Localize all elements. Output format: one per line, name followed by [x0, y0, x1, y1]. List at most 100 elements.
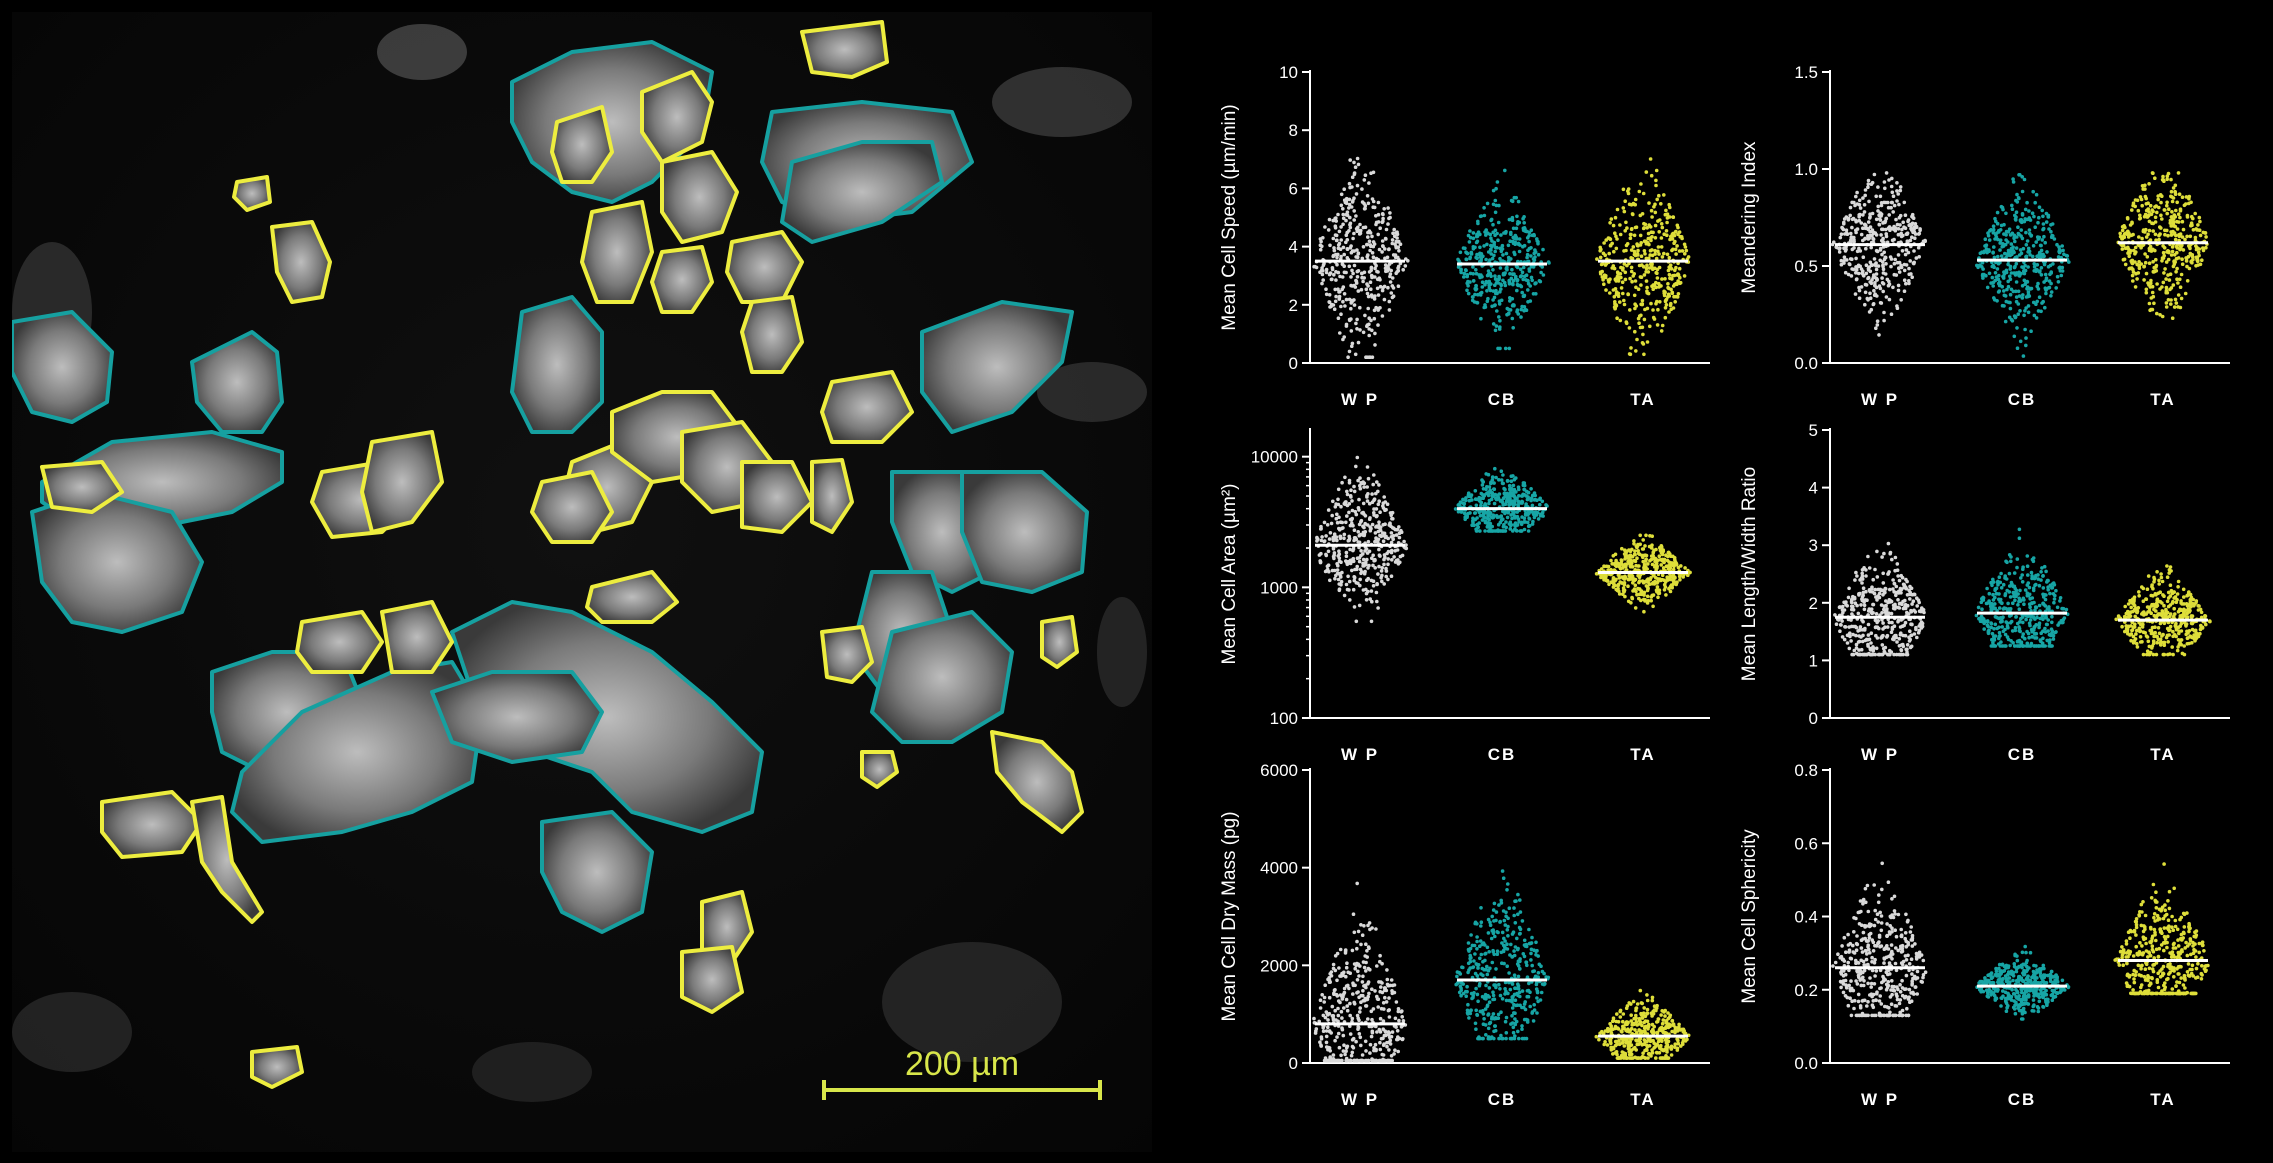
data-point: [1374, 590, 1379, 595]
data-point: [1368, 525, 1372, 529]
data-point: [1980, 607, 1984, 611]
data-point: [1386, 557, 1390, 561]
data-point: [1356, 162, 1361, 167]
data-point: [1881, 267, 1886, 272]
data-point: [2009, 271, 2014, 275]
data-point: [1673, 300, 1677, 304]
data-point: [1509, 232, 1513, 236]
data-point: [1471, 265, 1475, 269]
data-point: [1362, 207, 1367, 211]
data-point: [2030, 254, 2035, 259]
data-point: [1353, 285, 1358, 289]
data-point: [1905, 232, 1909, 236]
data-point: [1351, 559, 1356, 564]
data-point: [1360, 511, 1364, 515]
data-point: [1524, 502, 1528, 506]
data-point: [2163, 208, 2167, 212]
data-point: [2144, 235, 2149, 239]
data-point: [1856, 611, 1861, 616]
data-point: [1903, 602, 1908, 607]
data-point: [1384, 227, 1389, 232]
data-point: [1896, 598, 1900, 602]
data-point: [1350, 185, 1354, 189]
data-point: [1355, 317, 1359, 322]
data-point: [1915, 604, 1919, 608]
data-point: [1671, 567, 1676, 572]
data-point: [1835, 245, 1839, 250]
data-point: [2065, 254, 2070, 258]
data-point: [1337, 290, 1341, 294]
data-point: [1987, 271, 1992, 276]
data-point: [1501, 524, 1506, 529]
data-point: [2175, 277, 2179, 282]
data-point: [1492, 501, 1497, 506]
data-point: [2143, 252, 2147, 256]
data-point: [1623, 199, 1627, 203]
data-point: [1344, 233, 1349, 237]
data-point: [1644, 584, 1649, 588]
data-point: [2044, 276, 2049, 281]
data-point: [1988, 228, 1992, 233]
data-point: [2056, 280, 2061, 284]
data-point: [1536, 252, 1541, 257]
data-point: [1660, 277, 1664, 281]
data-point: [1503, 487, 1507, 492]
data-point: [1350, 341, 1355, 346]
data-point: [2208, 619, 2212, 624]
data-point: [1490, 529, 1495, 533]
data-point: [1503, 168, 1507, 173]
data-point: [1324, 534, 1328, 538]
data-point: [1904, 263, 1909, 267]
data-point: [1862, 607, 1867, 612]
series-dots: [1453, 466, 1549, 533]
data-point: [2160, 217, 2164, 221]
data-point: [2007, 315, 2012, 320]
data-point: [2044, 220, 2049, 224]
data-point: [1341, 216, 1346, 221]
data-point: [1667, 310, 1671, 314]
data-point: [1656, 595, 1660, 600]
data-point: [2024, 243, 2029, 247]
data-point: [1382, 207, 1386, 211]
data-point: [1391, 517, 1395, 521]
data-point: [1866, 276, 1870, 281]
y-tick-label: 1: [1809, 651, 1818, 670]
data-point: [1860, 568, 1865, 572]
data-point: [1332, 551, 1337, 555]
data-point: [2045, 580, 2049, 584]
data-point: [1319, 239, 1323, 244]
data-point: [1505, 515, 1510, 520]
data-point: [2030, 211, 2035, 215]
data-point: [2049, 627, 2054, 631]
data-point: [1610, 241, 1614, 246]
data-point: [1341, 299, 1345, 304]
data-point: [1645, 306, 1650, 311]
data-point: [1328, 243, 1332, 248]
data-point: [1857, 652, 1862, 657]
data-point: [1533, 255, 1537, 259]
data-point: [2036, 220, 2040, 225]
data-point: [1902, 278, 1907, 283]
data-point: [1991, 263, 1996, 268]
data-point: [1614, 234, 1618, 239]
data-point: [2185, 642, 2190, 646]
data-point: [1335, 512, 1339, 517]
data-point: [2176, 171, 2181, 175]
data-point: [1907, 266, 1911, 271]
data-point: [2171, 283, 2176, 287]
data-point: [2015, 192, 2019, 197]
data-point: [1644, 270, 1648, 274]
data-point: [1352, 528, 1357, 532]
data-point: [2170, 195, 2174, 199]
data-point: [1348, 517, 1353, 522]
data-point: [1675, 580, 1679, 584]
data-point: [1347, 181, 1352, 186]
data-point: [1481, 254, 1485, 259]
data-point: [2120, 225, 2125, 229]
data-point: [1351, 271, 1355, 276]
data-point: [1638, 233, 1643, 238]
data-point: [2001, 582, 2006, 587]
data-point: [2160, 259, 2164, 263]
data-point: [2025, 564, 2030, 568]
data-point: [2053, 630, 2057, 635]
